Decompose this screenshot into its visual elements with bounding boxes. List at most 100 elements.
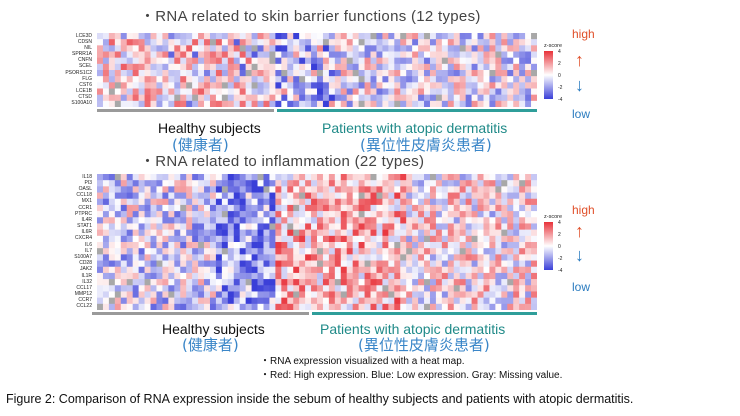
heatmap-cell: [132, 192, 139, 200]
heatmap-cell: [406, 279, 413, 286]
heatmap-cell: [358, 279, 365, 286]
heatmap-cell: [221, 63, 229, 71]
heatmap-cell: [447, 254, 455, 261]
heatmap-cell: [471, 39, 478, 46]
heatmap-cell: [513, 303, 520, 310]
heatmap-cell: [370, 260, 377, 268]
heatmap-cell: [340, 279, 348, 286]
heatmap-cell: [192, 57, 199, 65]
heatmap-cell: [531, 45, 537, 52]
heatmap-cell: [453, 76, 461, 83]
heatmap-cell: [245, 254, 252, 261]
heatmap-cell: [495, 63, 502, 71]
heatmap-cell: [221, 186, 229, 193]
heatmap-cell: [525, 242, 532, 249]
heatmap-cell: [293, 272, 300, 280]
heatmap-cell: [406, 211, 413, 218]
heatmap-cell: [459, 70, 466, 77]
heatmap-cell: [406, 291, 413, 298]
heatmap-cell: [126, 254, 133, 261]
heatmap-cell: [239, 291, 246, 298]
heatmap-cell: [281, 285, 288, 292]
heatmap-cell: [435, 204, 443, 212]
heatmap-cell: [221, 76, 229, 83]
heatmap-cell: [114, 211, 122, 218]
heatmap-cell: [293, 260, 300, 268]
heatmap-cell: [435, 266, 443, 274]
heatmap-cell: [138, 235, 145, 243]
heatmap-cell: [144, 186, 151, 193]
heatmap-cell: [144, 303, 151, 310]
heatmap-cell: [328, 192, 336, 200]
heatmap-cell: [370, 70, 377, 77]
heatmap-cell: [168, 291, 175, 298]
heatmap-cell: [441, 235, 449, 243]
heatmap-cell: [531, 285, 537, 292]
heatmap-cell: [239, 242, 246, 249]
heatmap-cell: [382, 174, 389, 181]
heatmap-cell: [531, 254, 537, 261]
heatmap-cell: [275, 297, 282, 305]
heatmap-cell: [192, 272, 199, 280]
heatmap-cell: [400, 291, 407, 298]
heatmap-cell: [227, 57, 235, 65]
heatmap-cell: [186, 57, 193, 65]
heatmap-cell: [340, 223, 348, 230]
heatmap-cell: [531, 186, 537, 193]
heatmap-cell: [204, 272, 211, 280]
heatmap-cell: [305, 198, 312, 206]
heatmap-cell: [400, 204, 407, 212]
heatmap-cell: [275, 303, 282, 310]
heatmap-cell: [186, 70, 193, 77]
heatmap-cell: [334, 260, 342, 268]
heatmap-cell: [495, 51, 502, 58]
heatmap-cell: [156, 180, 163, 187]
heatmap-cell: [519, 63, 526, 71]
heatmap-cell: [299, 180, 306, 187]
heatmap-cell: [251, 204, 258, 212]
heatmap-cell: [465, 204, 472, 212]
heatmap-cell: [400, 297, 407, 305]
heatmap-cell: [204, 180, 211, 187]
heatmap-cell: [180, 303, 187, 310]
heatmap-cell: [394, 70, 401, 77]
heatmap-cell: [245, 57, 252, 65]
heatmap-cell: [352, 186, 359, 193]
heatmap-cell: [370, 39, 377, 46]
heatmap-cell: [263, 279, 270, 286]
heatmap-cell: [198, 229, 205, 237]
heatmap-cell: [489, 51, 496, 58]
heatmap-cell: [108, 100, 116, 107]
heatmap-cell: [471, 94, 478, 102]
heatmap-cell: [376, 260, 383, 268]
heatmap-cell: [299, 272, 306, 280]
heatmap-cell: [102, 248, 110, 255]
heatmap-cell: [364, 45, 371, 52]
heatmap-cell: [257, 266, 264, 274]
heatmap-cell: [198, 88, 205, 95]
heatmap-cell: [406, 297, 413, 305]
heatmap-cell: [198, 254, 205, 261]
heatmap-cell: [435, 254, 443, 261]
heatmap-cell: [114, 297, 122, 305]
row-label: CST6: [79, 81, 92, 88]
heatmap-cell: [245, 88, 252, 95]
heatmap-cell: [489, 260, 496, 268]
heatmap-cell: [418, 303, 425, 310]
heatmap-cell: [459, 272, 466, 280]
heatmap-cell: [465, 57, 472, 65]
heatmap-cell: [352, 180, 359, 187]
heatmap-cell: [192, 45, 199, 52]
heatmap-cell: [370, 76, 377, 83]
heatmap-cell: [245, 266, 252, 274]
heatmap-cell: [150, 279, 157, 286]
heatmap-cell: [382, 33, 389, 40]
heatmap-cell: [168, 248, 175, 255]
heatmap-cell: [114, 70, 122, 77]
heatmap-cell: [299, 63, 306, 71]
heatmap-cell: [317, 242, 324, 249]
heatmap-cell: [429, 198, 437, 206]
heatmap-cell: [531, 39, 537, 46]
heatmap-cell: [483, 88, 490, 95]
heatmap-cell: [263, 76, 270, 83]
